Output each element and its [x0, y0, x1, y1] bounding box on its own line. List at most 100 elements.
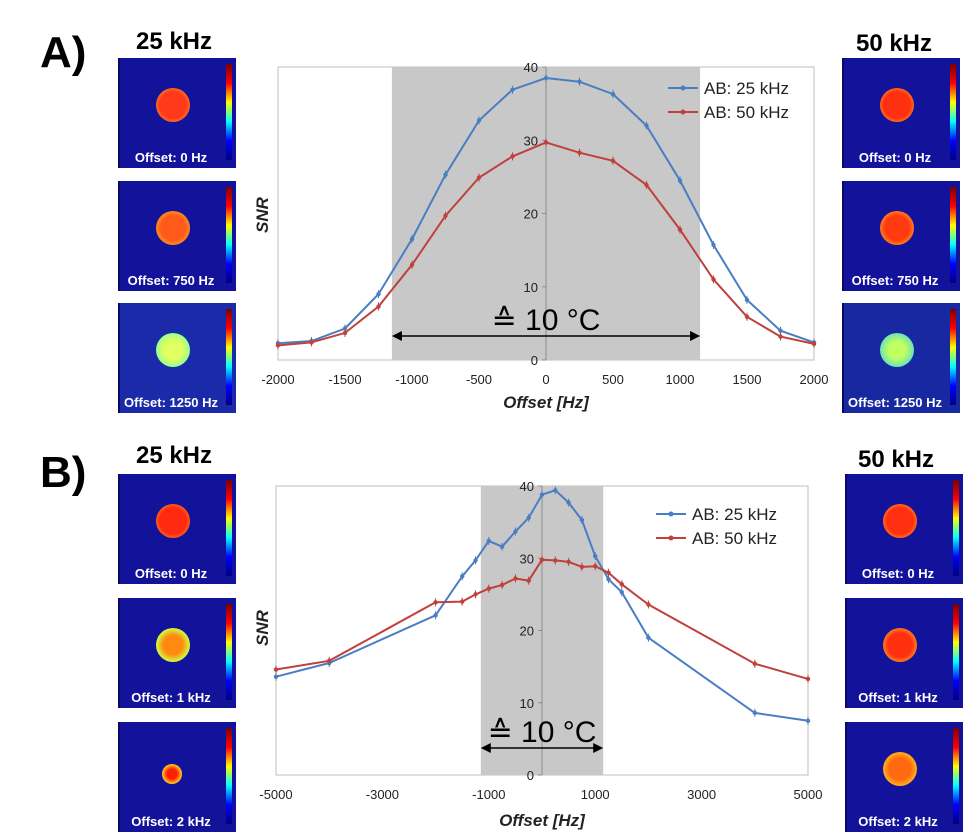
- y-tick-label: 40: [524, 60, 538, 75]
- data-point: [811, 341, 817, 347]
- data-point: [752, 661, 757, 666]
- data-point: [778, 328, 783, 333]
- mri-thumbnail: Offset: 0 Hz: [118, 58, 236, 168]
- x-tick-label: -1500: [328, 372, 361, 387]
- data-point: [646, 635, 651, 640]
- temperature-annotation: ≙ 10 °C: [488, 716, 597, 749]
- data-point: [677, 178, 683, 183]
- x-tick-label: 1500: [733, 372, 762, 387]
- y-tick-label: 30: [524, 133, 538, 148]
- legend-label: AB: 50 kHz: [704, 103, 789, 122]
- data-point: [309, 340, 314, 345]
- data-point: [539, 557, 545, 562]
- panel-a-label: A): [40, 28, 87, 77]
- panel-a-right-title: 50 kHz: [855, 30, 933, 57]
- mri-thumbnail: Offset: 750 Hz: [118, 181, 236, 291]
- data-point: [619, 582, 624, 587]
- panel-a-left-title: 25 kHz: [135, 28, 213, 55]
- temperature-annotation: ≙ 10 °C: [492, 304, 601, 337]
- legend-marker: [680, 109, 686, 115]
- data-point: [539, 492, 545, 497]
- data-point: [460, 574, 465, 579]
- panel-b-right-title: 50 kHz: [857, 446, 935, 473]
- data-point: [805, 718, 811, 724]
- y-axis-title: SNR: [253, 196, 272, 233]
- thumbnail-caption: Offset: 0 Hz: [134, 150, 208, 165]
- mri-thumbnail: Offset: 1 kHz: [845, 598, 963, 708]
- y-tick-label: 10: [520, 696, 534, 711]
- mri-thumbnail: Offset: 750 Hz: [842, 181, 960, 291]
- mri-thumbnail: Offset: 0 Hz: [845, 474, 963, 584]
- x-tick-label: 1000: [581, 787, 610, 802]
- x-tick-label: -2000: [261, 372, 294, 387]
- data-point: [513, 529, 518, 534]
- y-tick-label: 10: [524, 280, 538, 295]
- y-tick-label: 30: [520, 551, 534, 566]
- data-point: [677, 227, 683, 232]
- data-point: [275, 343, 281, 348]
- data-point: [376, 304, 381, 309]
- data-point: [510, 154, 515, 159]
- data-point: [553, 488, 558, 493]
- data-point: [273, 674, 279, 679]
- data-point: [579, 564, 585, 570]
- data-point: [433, 613, 438, 618]
- data-point: [473, 592, 478, 597]
- data-point: [376, 291, 381, 297]
- y-tick-label: 0: [531, 353, 538, 368]
- thumbnail-caption: Offset: 0 Hz: [861, 566, 935, 581]
- data-point: [752, 710, 757, 716]
- data-point: [644, 123, 649, 128]
- x-tick-label: -1000: [472, 787, 505, 802]
- x-tick-label: 5000: [794, 787, 823, 802]
- thumbnail-caption: Offset: 0 Hz: [134, 566, 208, 581]
- x-tick-label: -1000: [395, 372, 428, 387]
- data-point: [577, 79, 582, 84]
- data-point: [711, 277, 716, 282]
- data-point: [579, 517, 585, 523]
- data-point: [744, 297, 750, 303]
- data-point: [342, 326, 348, 331]
- x-tick-label: -5000: [259, 787, 292, 802]
- legend-marker: [680, 85, 686, 91]
- mri-thumbnail: Offset: 2 kHz: [845, 722, 963, 832]
- data-point: [566, 500, 571, 505]
- data-point: [476, 118, 482, 123]
- x-tick-label: 1000: [666, 372, 695, 387]
- data-point: [473, 558, 478, 563]
- mri-thumbnail: Offset: 2 kHz: [118, 722, 236, 832]
- data-point: [711, 242, 716, 248]
- x-tick-label: -500: [466, 372, 492, 387]
- data-point: [606, 577, 611, 582]
- data-point: [526, 578, 531, 583]
- legend-label: AB: 25 kHz: [692, 505, 777, 524]
- x-tick-label: 3000: [687, 787, 716, 802]
- data-point: [409, 262, 415, 267]
- y-tick-label: 0: [527, 768, 534, 783]
- y-tick-label: 20: [524, 207, 538, 222]
- mri-thumbnail: Offset: 1250 Hz: [842, 303, 960, 413]
- data-point: [460, 599, 465, 604]
- x-axis-title: Offset [Hz]: [503, 393, 590, 412]
- data-point: [619, 590, 624, 595]
- data-point: [566, 559, 571, 565]
- x-axis-title: Offset [Hz]: [499, 811, 586, 830]
- thumbnail-caption: Offset: 0 Hz: [858, 150, 932, 165]
- data-point: [499, 544, 505, 549]
- mri-thumbnail: Offset: 1 kHz: [118, 598, 236, 708]
- y-axis-title: SNR: [253, 609, 272, 646]
- data-point: [744, 314, 750, 319]
- data-point: [606, 570, 611, 575]
- data-point: [327, 658, 332, 664]
- mri-thumbnail: Offset: 0 Hz: [842, 58, 960, 168]
- legend-marker: [668, 535, 674, 541]
- data-point: [778, 334, 783, 339]
- legend-label: AB: 25 kHz: [704, 79, 789, 98]
- thumbnail-caption: Offset: 1250 Hz: [848, 395, 942, 410]
- data-point: [577, 150, 582, 155]
- data-point: [805, 676, 811, 682]
- data-point: [510, 87, 515, 92]
- data-point: [443, 213, 448, 218]
- data-point: [433, 600, 438, 605]
